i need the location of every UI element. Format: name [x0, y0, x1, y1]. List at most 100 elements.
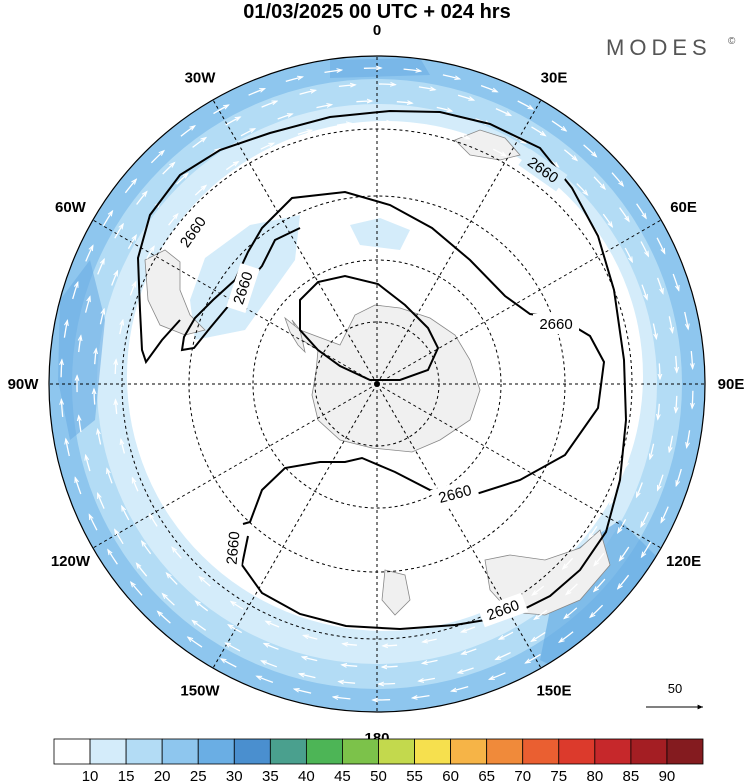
streamline-arrow	[261, 100, 277, 108]
colorbar-tick-label: 90	[659, 768, 676, 782]
streamline-arrow	[158, 611, 171, 624]
streamline-arrow	[61, 400, 62, 417]
colorbar-swatch	[486, 738, 524, 765]
south-pole-marker	[374, 381, 380, 387]
land-antarctic-peninsula	[284, 316, 306, 354]
streamline-arrow	[594, 552, 605, 565]
contour-label-2660-f: 2660	[224, 531, 244, 566]
streamline-arrow	[525, 653, 541, 663]
meridian-30E	[376, 99, 542, 385]
streamline-arrow	[641, 511, 649, 527]
streamline-arrow	[691, 351, 692, 368]
colorbar-swatch	[161, 738, 199, 765]
streamline-arrow	[379, 684, 396, 685]
streamline-arrow	[531, 126, 546, 136]
streamline-arrow	[285, 77, 303, 83]
streamline-arrow	[107, 469, 113, 484]
streamline-arrow	[84, 297, 90, 313]
streamline-arrow	[79, 416, 81, 433]
streamline-arrow	[418, 86, 435, 90]
streamline-arrow	[188, 637, 203, 648]
streamline-arrow	[136, 192, 147, 205]
streamline-arrow	[583, 144, 597, 157]
land-south-america	[144, 249, 206, 336]
streamline-arrow	[564, 607, 578, 619]
colorbar-swatch	[305, 738, 343, 765]
streamline-arrow	[146, 246, 154, 260]
streamline-arrow	[455, 133, 470, 140]
streamline-arrow	[676, 395, 677, 413]
streamline-arrow	[121, 439, 126, 454]
colorbar-tick-label: 60	[442, 768, 459, 782]
streamline-arrow	[692, 390, 693, 408]
streamline-arrow	[111, 271, 119, 286]
meridian-label-60e: 60E	[670, 199, 697, 216]
streamline-arrow	[531, 631, 546, 641]
meridian-label-150w: 150W	[180, 683, 220, 700]
streamline-arrow	[63, 321, 67, 338]
shade-patch-weddell	[350, 218, 410, 250]
colorbar-swatch	[233, 738, 271, 765]
streamline-arrow	[495, 108, 511, 116]
streamline-arrow	[66, 439, 70, 457]
streamline-arrow	[168, 214, 178, 226]
meridian-150W	[212, 383, 378, 669]
meridian-label-30w: 30W	[185, 69, 217, 86]
streamline-arrow	[416, 125, 431, 128]
streamline-arrow	[423, 638, 437, 642]
streamline-arrow	[356, 101, 372, 102]
streamline-arrow	[150, 151, 164, 164]
streamline-arrow	[672, 273, 679, 291]
streamline-arrow	[534, 609, 548, 619]
streamline-arrow	[277, 114, 293, 120]
colorbar-swatch	[342, 738, 379, 765]
streamline-arrow	[137, 563, 148, 577]
streamline-arrow	[403, 69, 421, 71]
streamline-arrow	[634, 333, 636, 348]
streamline-arrow	[122, 506, 130, 521]
streamline-arrow	[302, 657, 318, 662]
streamline-arrow	[192, 621, 207, 631]
streamline-arrow	[167, 573, 178, 585]
streamline-arrow	[618, 518, 627, 532]
colorbar-swatch	[594, 738, 632, 765]
streamline-arrow	[343, 644, 357, 646]
colorbar-tick-label: 30	[226, 768, 243, 782]
streamline-arrow	[199, 577, 211, 587]
contour-label-2660-d: 2660	[539, 316, 572, 333]
streamline-arrow	[594, 578, 606, 591]
streamline-arrow	[442, 74, 460, 79]
streamline-arrow	[342, 665, 358, 667]
streamline-arrow	[382, 666, 398, 667]
streamline-arrow	[396, 102, 413, 104]
meridian-label-30e: 30E	[541, 69, 568, 86]
streamline-arrow	[99, 309, 104, 325]
streamline-arrow	[115, 530, 124, 545]
streamline-arrow	[96, 493, 105, 509]
map-border	[48, 55, 706, 713]
colorbar-swatch	[522, 738, 560, 765]
colorbar-swatch	[269, 738, 307, 765]
streamline-arrow	[563, 149, 577, 161]
streamline-arrow	[226, 643, 241, 652]
colorbar-tick-label: 65	[478, 768, 495, 782]
streamline-arrow	[299, 90, 316, 95]
shade-strong-sector-w	[58, 260, 105, 440]
meridian-30W	[212, 99, 378, 385]
geopotential-contours	[136, 109, 628, 631]
streamline-arrow	[299, 674, 316, 679]
colorbar-swatch	[450, 738, 488, 765]
streamline-arrow	[378, 84, 396, 85]
streamline-arrow	[228, 625, 243, 634]
contour-2660-outer	[180, 190, 606, 525]
streamline-arrow	[297, 130, 312, 135]
streamline-arrow	[451, 685, 469, 692]
streamline-arrow	[97, 259, 105, 275]
streamline-arrow	[668, 316, 672, 332]
streamline-arrow	[72, 282, 78, 300]
streamline-arrow	[339, 682, 356, 684]
streamline-arrow	[641, 284, 647, 300]
meridian-label-60w: 60W	[55, 199, 87, 216]
streamline-arrow	[640, 241, 648, 257]
